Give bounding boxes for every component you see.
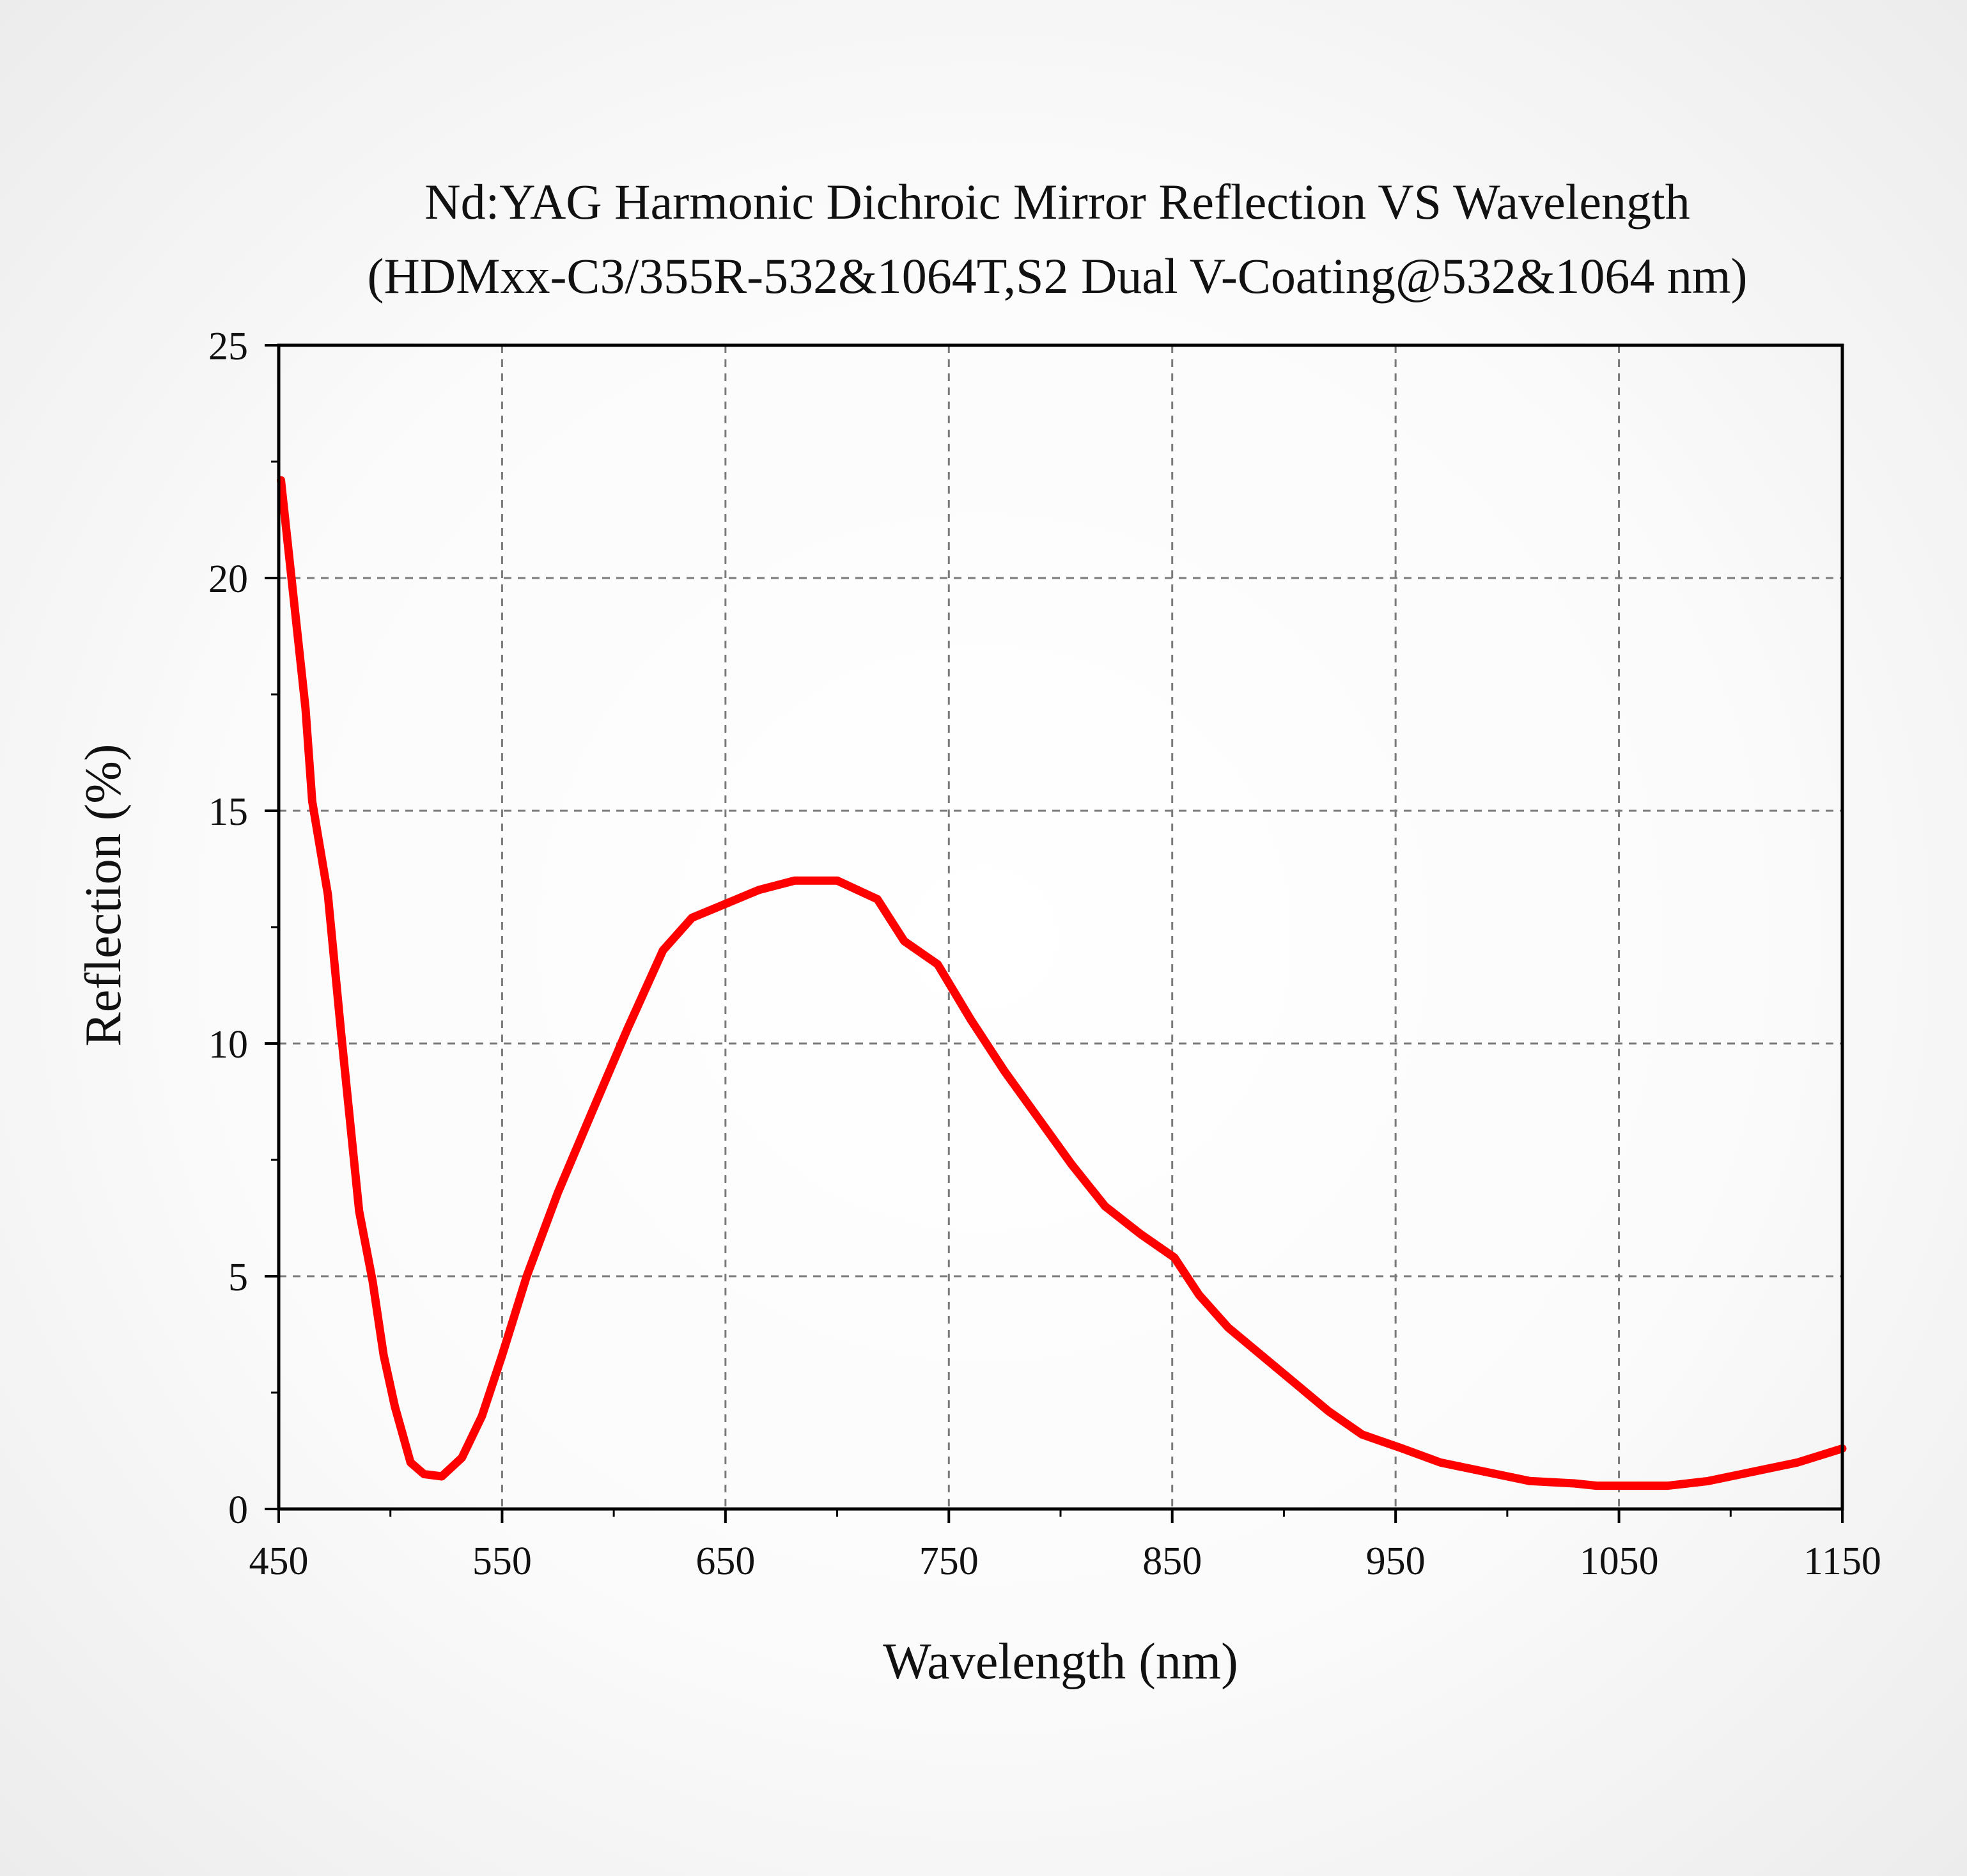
grid xyxy=(279,345,1842,1509)
minor-ticks xyxy=(271,460,1732,1517)
x-tick-label: 650 xyxy=(696,1540,755,1583)
x-axis-label: Wavelength (nm) xyxy=(883,1634,1238,1690)
y-tick-label: 0 xyxy=(228,1489,248,1532)
x-tick-label: 1050 xyxy=(1580,1540,1659,1583)
x-tick-label: 1150 xyxy=(1803,1540,1881,1583)
chart-subtitle: (HDMxx-C3/355R-532&1064T,S2 Dual V-Coati… xyxy=(367,248,1747,304)
series-line xyxy=(277,476,1847,1490)
x-tick-label: 850 xyxy=(1142,1540,1202,1583)
plot-frame xyxy=(277,343,1844,1511)
chart-title: Nd:YAG Harmonic Dichroic Mirror Reflecti… xyxy=(424,174,1690,230)
x-axis-ticks: 450 550 650 750 850 950 1050 1150 xyxy=(249,1509,1881,1583)
x-tick-label: 950 xyxy=(1366,1540,1426,1583)
y-axis-label: Reflection (%) xyxy=(75,744,132,1046)
y-tick-label: 5 xyxy=(228,1256,248,1299)
y-tick-label: 20 xyxy=(208,558,248,601)
y-tick-label: 15 xyxy=(208,790,248,834)
y-axis-ticks: 0 5 10 15 20 25 xyxy=(208,325,279,1532)
x-tick-label: 450 xyxy=(249,1540,309,1583)
y-tick-label: 10 xyxy=(208,1023,248,1067)
x-tick-label: 750 xyxy=(919,1540,979,1583)
y-tick-label: 25 xyxy=(208,325,248,368)
x-tick-label: 550 xyxy=(472,1540,532,1583)
